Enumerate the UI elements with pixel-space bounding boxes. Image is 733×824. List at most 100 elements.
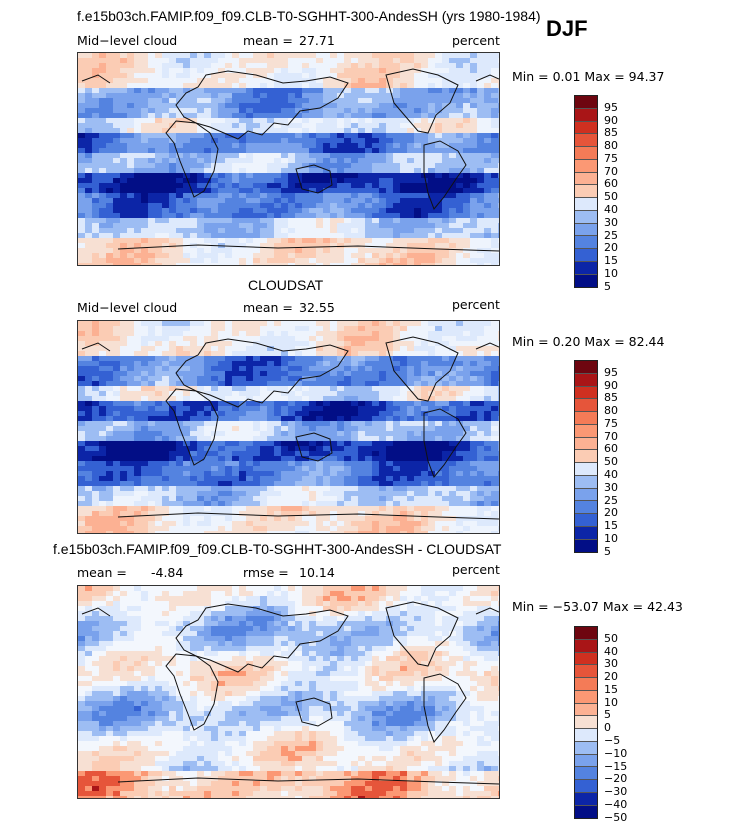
colorbar-label: 80	[604, 404, 618, 417]
colorbar-label: 25	[604, 229, 618, 242]
colorbar-swatch	[575, 742, 597, 755]
colorbar-swatch	[575, 780, 597, 793]
colorbar-label: 50	[604, 455, 618, 468]
colorbar-swatch	[575, 122, 597, 135]
colorbar-label: −40	[604, 798, 627, 811]
colorbar-label: 0	[604, 721, 611, 734]
colorbar-swatch	[575, 399, 597, 412]
colorbar-swatch	[575, 412, 597, 425]
colorbar-swatch	[575, 665, 597, 678]
colorbar-label: 5	[604, 708, 611, 721]
panel2-map-field	[78, 321, 499, 533]
colorbar-label: −10	[604, 747, 627, 760]
panel3-rmse-value: 10.14	[299, 565, 335, 580]
panel2-colorbar	[574, 360, 598, 553]
panel1-variable: Mid−level cloud	[77, 33, 177, 48]
colorbar-label: −20	[604, 772, 627, 785]
colorbar-label: 85	[604, 391, 618, 404]
colorbar-label: 25	[604, 494, 618, 507]
colorbar-label: 40	[604, 468, 618, 481]
panel3-units: percent	[452, 562, 500, 577]
colorbar-swatch	[575, 678, 597, 691]
colorbar-swatch	[575, 476, 597, 489]
colorbar-label: 90	[604, 379, 618, 392]
panel2-variable: Mid−level cloud	[77, 300, 177, 315]
colorbar-label: 40	[604, 645, 618, 658]
colorbar-label: 10	[604, 532, 618, 545]
colorbar-label: −30	[604, 785, 627, 798]
colorbar-swatch	[575, 387, 597, 400]
colorbar-swatch	[575, 755, 597, 768]
colorbar-swatch	[575, 236, 597, 249]
colorbar-swatch	[575, 729, 597, 742]
colorbar-label: 80	[604, 139, 618, 152]
colorbar-label: 5	[604, 545, 611, 558]
colorbar-label: 5	[604, 280, 611, 293]
colorbar-label: 75	[604, 417, 618, 430]
colorbar-swatch	[575, 96, 597, 109]
colorbar-swatch	[575, 806, 597, 819]
colorbar-swatch	[575, 198, 597, 211]
colorbar-label: 20	[604, 506, 618, 519]
panel3-rmse-label: rmse =	[243, 565, 289, 580]
colorbar-label: 50	[604, 190, 618, 203]
colorbar-label: −50	[604, 811, 627, 824]
panel3-mean-value: -4.84	[151, 565, 183, 580]
colorbar-label: 20	[604, 241, 618, 254]
colorbar-label: 75	[604, 152, 618, 165]
colorbar-swatch	[575, 211, 597, 224]
colorbar-label: 50	[604, 632, 618, 645]
panel3-colorbar	[574, 626, 598, 819]
colorbar-swatch	[575, 185, 597, 198]
colorbar-swatch	[575, 361, 597, 374]
colorbar-swatch	[575, 425, 597, 438]
colorbar-label: 15	[604, 254, 618, 267]
colorbar-label: 85	[604, 126, 618, 139]
panel1-units: percent	[452, 33, 500, 48]
colorbar-swatch	[575, 527, 597, 540]
colorbar-label: 30	[604, 216, 618, 229]
colorbar-swatch	[575, 134, 597, 147]
panel3-map-field	[78, 586, 499, 798]
colorbar-label: 60	[604, 177, 618, 190]
colorbar-swatch	[575, 540, 597, 553]
colorbar-swatch	[575, 793, 597, 806]
colorbar-swatch	[575, 160, 597, 173]
colorbar-label: 70	[604, 430, 618, 443]
panel1-map	[77, 52, 500, 266]
colorbar-label: 30	[604, 481, 618, 494]
panel2-mean-value: 32.55	[299, 300, 335, 315]
colorbar-swatch	[575, 147, 597, 160]
colorbar-label: 95	[604, 366, 618, 379]
panel2-minmax: Min = 0.20 Max = 82.44	[512, 334, 664, 349]
colorbar-swatch	[575, 691, 597, 704]
panel1-minmax: Min = 0.01 Max = 94.37	[512, 69, 664, 84]
panel1-title: f.e15b03ch.FAMIP.f09_f09.CLB-T0-SGHHT-30…	[77, 8, 541, 24]
colorbar-swatch	[575, 450, 597, 463]
colorbar-swatch	[575, 109, 597, 122]
colorbar-swatch	[575, 640, 597, 653]
panel3-title: f.e15b03ch.FAMIP.f09_f09.CLB-T0-SGHHT-30…	[53, 541, 501, 557]
panel1-mean-value: 27.71	[299, 33, 335, 48]
colorbar-swatch	[575, 489, 597, 502]
colorbar-label: 15	[604, 519, 618, 532]
season-label: DJF	[546, 16, 588, 42]
colorbar-swatch	[575, 627, 597, 640]
colorbar-label: 70	[604, 165, 618, 178]
colorbar-swatch	[575, 704, 597, 717]
colorbar-label: 40	[604, 203, 618, 216]
panel3-minmax: Min = −53.07 Max = 42.43	[512, 599, 683, 614]
panel1-map-field	[78, 53, 499, 265]
panel2-units: percent	[452, 297, 500, 312]
colorbar-swatch	[575, 716, 597, 729]
colorbar-swatch	[575, 275, 597, 288]
colorbar-label: −15	[604, 760, 627, 773]
colorbar-label: 20	[604, 670, 618, 683]
colorbar-swatch	[575, 224, 597, 237]
colorbar-swatch	[575, 249, 597, 262]
colorbar-swatch	[575, 262, 597, 275]
colorbar-label: 10	[604, 696, 618, 709]
colorbar-label: 15	[604, 683, 618, 696]
colorbar-swatch	[575, 463, 597, 476]
colorbar-label: 90	[604, 114, 618, 127]
